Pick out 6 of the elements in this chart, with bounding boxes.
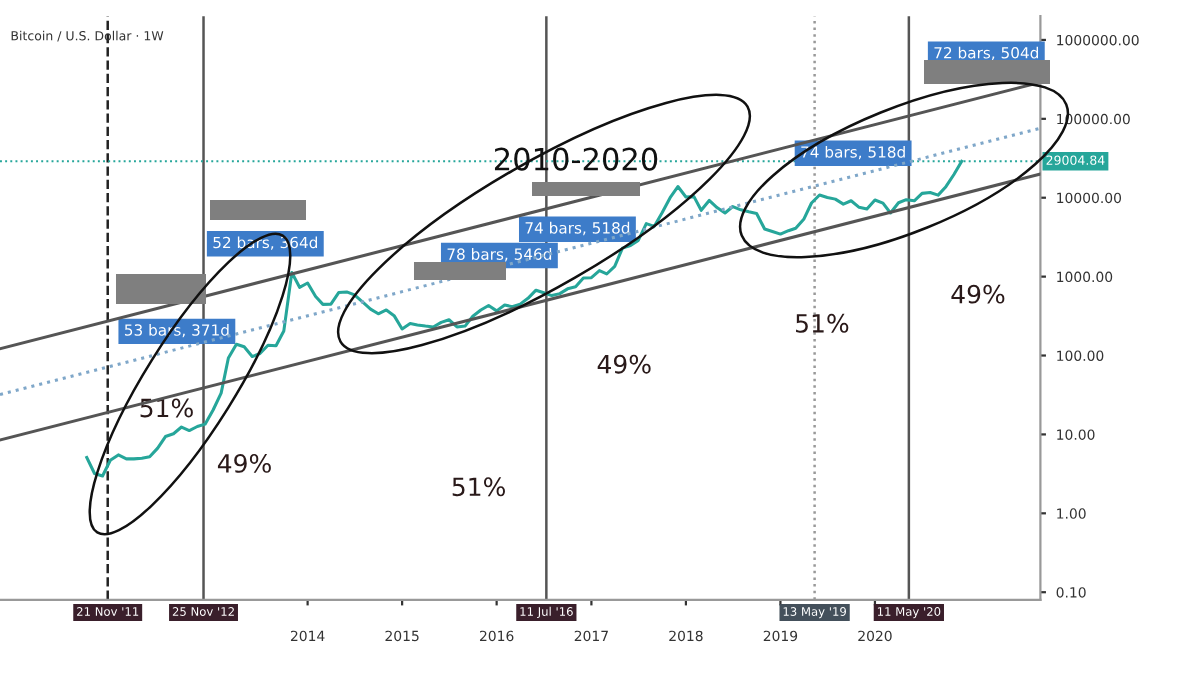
annotation: 49% xyxy=(597,354,651,374)
annotation: 51% xyxy=(452,477,505,497)
annotation: 49% xyxy=(951,284,1005,304)
annotation: 51% xyxy=(140,398,193,418)
annotation: 51% xyxy=(796,313,849,333)
annotation: 49% xyxy=(217,453,271,473)
